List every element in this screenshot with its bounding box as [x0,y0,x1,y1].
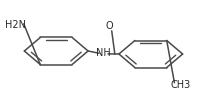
Text: O: O [105,21,113,31]
Text: CH3: CH3 [170,80,190,90]
Text: H2N: H2N [5,20,26,30]
Text: NH: NH [96,48,110,58]
